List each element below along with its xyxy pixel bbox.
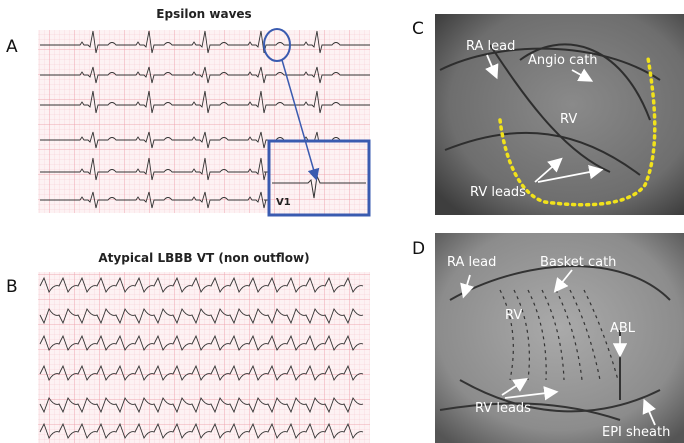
annotation: RV: [560, 112, 577, 127]
annotation: RA lead: [447, 255, 496, 270]
annotation: EPI sheath: [602, 425, 670, 440]
annotation: RV: [505, 308, 522, 323]
ecg-grid: [38, 272, 370, 443]
page: A Epsilon waves V1 B Atypical LBBB VT (n…: [0, 0, 684, 443]
annotation: RV leads: [475, 401, 531, 416]
inset-label: V1: [276, 197, 291, 208]
annotation: RV leads: [470, 185, 526, 200]
panel-title: Atypical LBBB VT (non outflow): [98, 251, 309, 265]
annotation: Basket cath: [540, 255, 616, 270]
panel-label: D: [412, 239, 425, 259]
panel-label: A: [6, 37, 18, 57]
annotation: ABL: [610, 321, 636, 336]
figure: A Epsilon waves V1 B Atypical LBBB VT (n…: [0, 0, 684, 443]
panel-title: Epsilon waves: [156, 7, 251, 21]
panel-label: B: [6, 277, 18, 297]
annotation: RA lead: [466, 39, 515, 54]
panel-label: C: [412, 19, 424, 39]
annotation: Angio cath: [528, 53, 598, 68]
